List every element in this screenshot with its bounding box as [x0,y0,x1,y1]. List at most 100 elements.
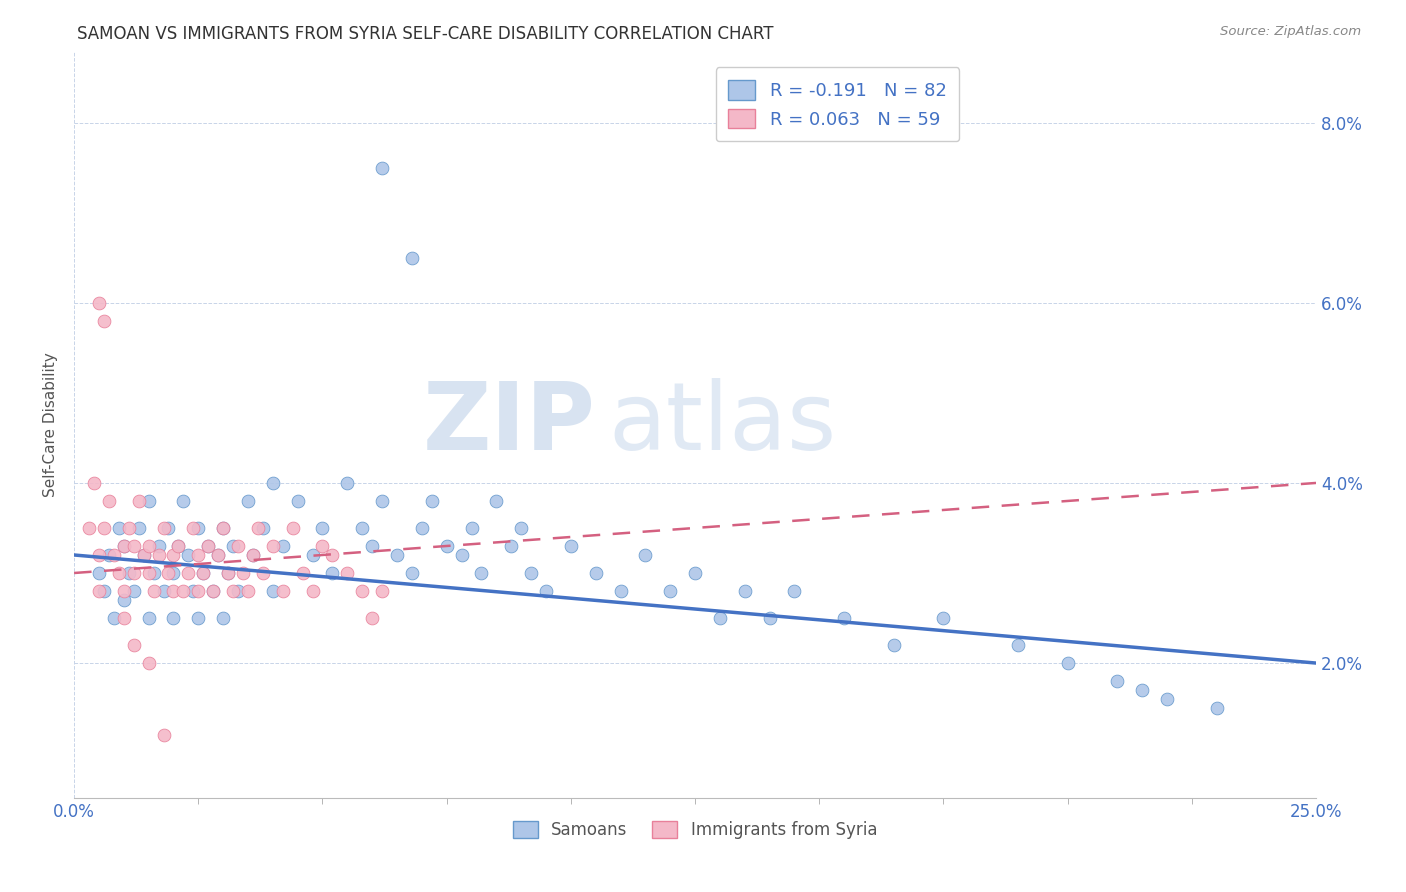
Y-axis label: Self-Care Disability: Self-Care Disability [44,352,58,497]
Point [93,584,115,599]
Point [301,548,323,562]
Point [301,584,323,599]
Point [87,296,110,310]
Point [202,584,225,599]
Point [262,584,284,599]
Point [112,593,135,607]
Point [683,566,706,580]
Point [87,566,110,580]
Point [152,728,174,742]
Point [181,521,204,535]
Point [321,548,343,562]
Point [411,521,433,535]
Point [932,611,955,625]
Point [271,584,294,599]
Text: ZIP: ZIP [423,378,596,470]
Point [172,584,194,599]
Point [232,566,254,580]
Point [281,521,304,535]
Point [510,521,533,535]
Point [202,584,225,599]
Point [401,566,423,580]
Point [103,611,125,625]
Point [197,539,219,553]
Point [103,548,125,562]
Point [222,539,245,553]
Point [193,566,215,580]
Point [107,521,129,535]
Point [287,494,309,508]
Point [162,548,184,562]
Point [485,494,508,508]
Point [520,566,543,580]
Point [436,539,458,553]
Point [336,566,359,580]
Point [157,566,180,580]
Point [167,539,190,553]
Point [609,584,631,599]
Point [361,611,384,625]
Point [352,521,374,535]
Point [336,475,359,490]
Point [162,566,184,580]
Point [197,539,219,553]
Point [252,521,274,535]
Point [1130,683,1153,698]
Point [585,566,607,580]
Point [659,584,682,599]
Point [226,584,249,599]
Point [132,548,155,562]
Point [112,584,135,599]
Point [560,539,582,553]
Point [187,584,209,599]
Point [93,314,115,328]
Point [217,566,239,580]
Point [758,611,780,625]
Point [470,566,492,580]
Point [122,539,145,553]
Point [212,611,235,625]
Point [181,584,204,599]
Point [112,611,135,625]
Point [177,548,200,562]
Point [138,566,160,580]
Point [152,584,174,599]
Point [361,539,384,553]
Point [371,584,394,599]
Point [783,584,806,599]
Point [132,548,155,562]
Point [167,539,190,553]
Point [1107,674,1129,689]
Point [1007,638,1029,652]
Point [242,548,264,562]
Point [193,566,215,580]
Point [236,494,259,508]
Point [236,584,259,599]
Point [97,548,120,562]
Point [501,539,523,553]
Point [122,584,145,599]
Point [450,548,472,562]
Point [97,494,120,508]
Point [352,584,374,599]
Point [177,566,200,580]
Point [1156,692,1178,706]
Point [222,584,245,599]
Point [83,475,105,490]
Point [460,521,482,535]
Point [311,521,333,535]
Text: SAMOAN VS IMMIGRANTS FROM SYRIA SELF-CARE DISABILITY CORRELATION CHART: SAMOAN VS IMMIGRANTS FROM SYRIA SELF-CAR… [77,25,773,43]
Point [832,611,855,625]
Point [112,539,135,553]
Point [371,161,394,175]
Point [122,566,145,580]
Text: Source: ZipAtlas.com: Source: ZipAtlas.com [1220,25,1361,38]
Point [1056,656,1078,670]
Point [172,494,194,508]
Point [148,539,170,553]
Point [148,548,170,562]
Point [112,539,135,553]
Point [138,656,160,670]
Point [262,539,284,553]
Point [138,539,160,553]
